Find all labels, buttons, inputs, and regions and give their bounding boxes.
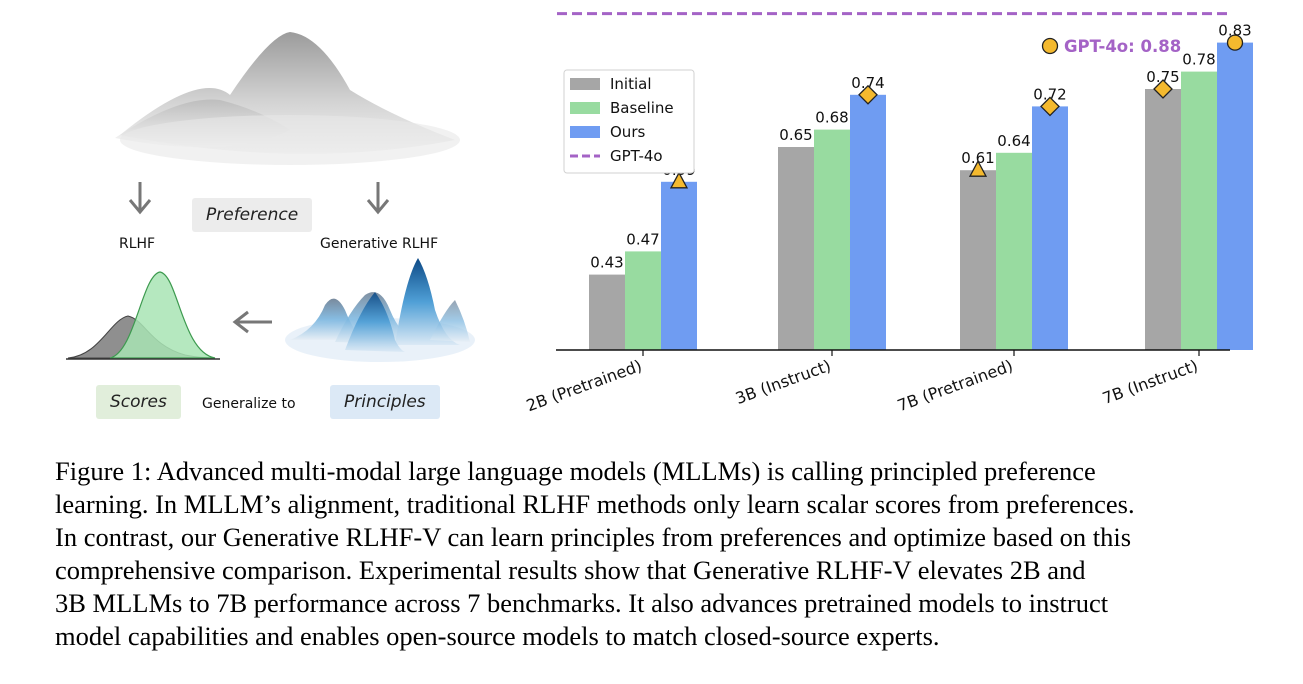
value-label: 0.47 <box>626 230 659 248</box>
rlhf-label: RLHF <box>119 236 156 252</box>
legend-swatch <box>570 126 600 138</box>
bar-baseline <box>625 251 661 350</box>
x-tick-label: 3B (Instruct) <box>733 356 833 408</box>
bar-baseline <box>814 129 850 350</box>
preference-tag: Preference <box>192 198 313 232</box>
value-label: 0.72 <box>1033 85 1066 103</box>
circle-marker <box>1226 34 1244 51</box>
method-illustration: Preference RLHF Generative RLHF Scores G… <box>0 0 520 440</box>
value-label: 0.74 <box>851 74 884 92</box>
caption-line: comprehensive comparison. Experimental r… <box>55 555 1086 585</box>
legend-swatch <box>570 78 600 90</box>
bar-baseline <box>1181 71 1217 350</box>
preference-distribution <box>115 32 460 165</box>
bar-initial <box>960 170 996 350</box>
bar-ours <box>661 181 697 350</box>
value-label: 0.65 <box>779 126 812 144</box>
legend-label: Initial <box>610 75 652 93</box>
triangle-marker <box>968 159 988 177</box>
bar-initial <box>1145 89 1181 350</box>
generalize-label: Generalize to <box>202 396 296 412</box>
diamond-marker <box>858 84 878 105</box>
bar-ours <box>1217 42 1253 350</box>
value-label: 0.75 <box>1146 68 1179 86</box>
left-arrow-icon <box>232 310 272 334</box>
score-distribution-chart <box>66 271 220 360</box>
gpt4o-annotation: GPT-4o: 0.88 <box>1064 37 1181 56</box>
x-tick-label: 2B (Pretrained) <box>524 356 645 415</box>
value-label: 0.78 <box>1182 51 1215 69</box>
legend-label: Ours <box>610 123 645 141</box>
legend-label: Baseline <box>610 99 674 117</box>
bar-initial <box>778 147 814 350</box>
bar-ours <box>1032 106 1068 351</box>
gpt4o-circle-marker <box>1041 37 1059 55</box>
value-label: 0.68 <box>815 109 848 127</box>
diamond-marker <box>1040 96 1060 117</box>
bar-chart: 0.430.470.590.650.680.740.610.640.720.75… <box>520 0 1303 440</box>
figure-caption: Figure 1: Advanced multi-modal large lan… <box>55 455 1255 653</box>
caption-line: In contrast, our Generative RLHF-V can l… <box>55 522 1132 552</box>
value-label: 0.61 <box>961 149 994 167</box>
value-label: 0.64 <box>997 132 1030 150</box>
triangle-marker <box>669 171 689 189</box>
caption-line: 3B MLLMs to 7B performance across 7 benc… <box>55 588 1109 618</box>
x-tick-label: 7B (Instruct) <box>1100 356 1200 408</box>
scores-tag: Scores <box>96 385 181 419</box>
x-tick-label: 7B (Pretrained) <box>895 356 1016 415</box>
bar-baseline <box>996 152 1032 350</box>
legend-box <box>563 69 695 174</box>
legend-swatch <box>570 102 600 114</box>
down-arrow-icon <box>128 182 152 215</box>
illustration-graphics <box>66 32 475 362</box>
value-label: 0.43 <box>590 254 623 272</box>
chart-canvas: 0.430.470.590.650.680.740.610.640.720.75… <box>524 12 1253 415</box>
principles-distribution <box>285 258 475 362</box>
generative-rlhf-label: Generative RLHF <box>320 236 439 252</box>
caption-line: learning. In MLLM’s alignment, tradition… <box>55 489 1135 519</box>
legend-label: GPT-4o <box>610 147 663 165</box>
bar-ours <box>850 94 886 350</box>
caption-line: Figure 1: Advanced multi-modal large lan… <box>55 456 1096 486</box>
bar-initial <box>589 274 625 350</box>
caption-line: model capabilities and enables open-sour… <box>55 621 940 651</box>
value-label: 0.83 <box>1218 22 1251 40</box>
down-arrow-icon <box>366 182 390 215</box>
principles-tag: Principles <box>330 385 440 419</box>
diamond-marker <box>1153 79 1173 99</box>
